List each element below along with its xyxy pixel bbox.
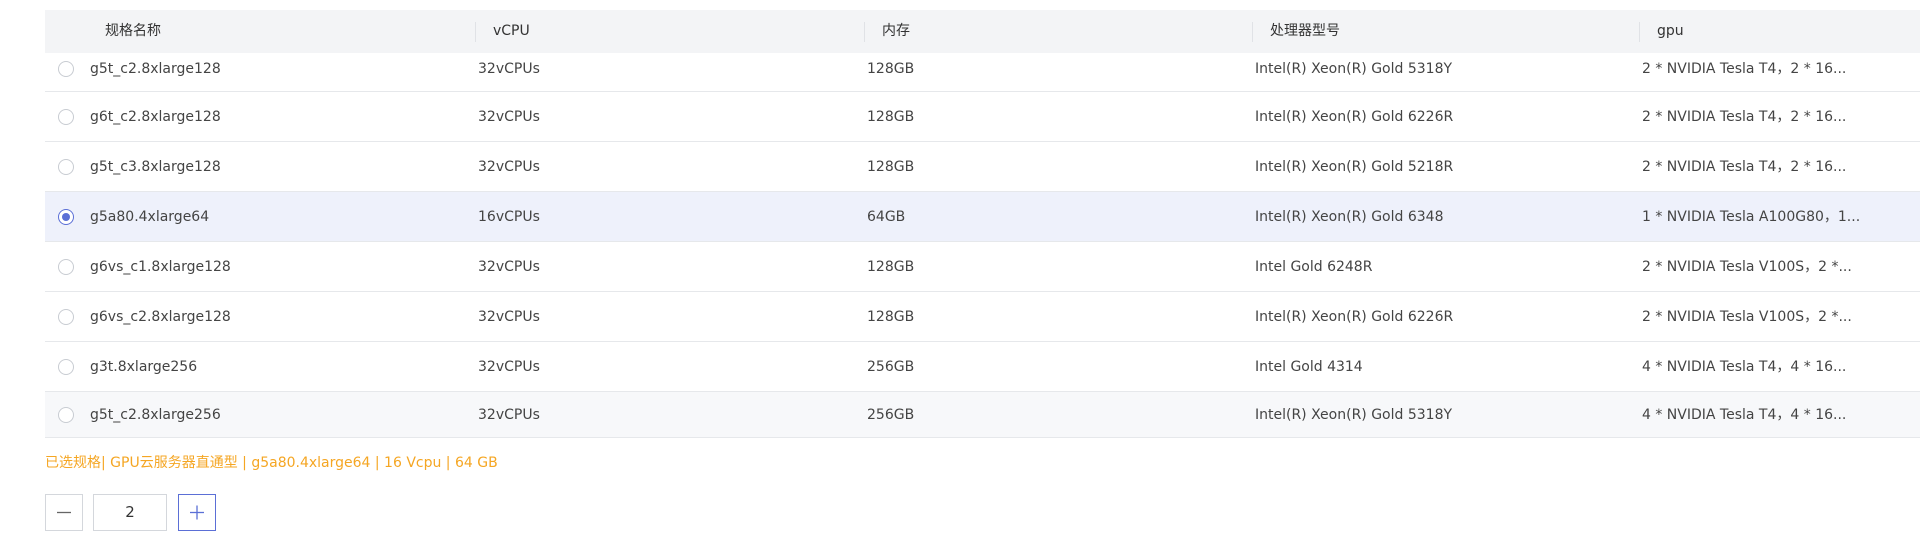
column-header: 内存 (882, 23, 910, 39)
plus-icon (190, 505, 204, 520)
table-cell: 32vCPUs (478, 61, 540, 77)
table-cell: Intel Gold 4314 (1255, 359, 1363, 375)
table-row[interactable]: g5a80.4xlarge64 16vCPUs 64GB Intel(R) Xeon(… (45, 192, 1920, 242)
radio-button[interactable] (58, 359, 74, 375)
quantity-input[interactable]: 2 (93, 494, 167, 531)
table-cell: 32vCPUs (478, 359, 540, 375)
table-cell: g5t_c3.8xlarge128 (90, 159, 221, 175)
radio-button[interactable] (58, 209, 74, 225)
table-cell: g6t_c2.8xlarge128 (90, 109, 221, 125)
table-cell: 2 * NVIDIA Tesla V100S，2 *... (1642, 309, 1852, 325)
table-cell: 128GB (867, 309, 915, 325)
table-row[interactable]: g5t_c2.8xlarge256 32vCPUs 256GB Intel(R) Xe… (45, 392, 1920, 438)
table-cell: Intel(R) Xeon(R) Gold 6226R (1255, 309, 1454, 325)
table-cell: Intel(R) Xeon(R) Gold 5318Y (1255, 61, 1453, 77)
table-cell: g5t_c2.8xlarge128 (90, 61, 221, 77)
table-row[interactable]: g6t_c2.8xlarge128 32vCPUs 128GB Intel(R) Xe… (45, 92, 1920, 142)
table-cell: 4 * NVIDIA Tesla T4，4 * 16... (1642, 407, 1847, 423)
column-header: 处理器型号 (1270, 23, 1340, 39)
table-cell: g3t.8xlarge256 (90, 359, 198, 375)
table-cell: g5a80.4xlarge64 (90, 209, 210, 225)
table-cell: g5t_c2.8xlarge256 (90, 407, 221, 423)
table-cell: 32vCPUs (478, 259, 540, 275)
radio-button[interactable] (58, 407, 74, 423)
table-cell: 2 * NVIDIA Tesla V100S，2 *... (1642, 259, 1852, 275)
table-cell: 128GB (867, 259, 915, 275)
column-header: 规格名称 (105, 23, 161, 39)
table-cell: 128GB (867, 159, 915, 175)
table-cell: g6vs_c2.8xlarge128 (90, 309, 231, 325)
table-cell: 1 * NVIDIA Tesla A100G80，1... (1642, 209, 1861, 225)
radio-button[interactable] (58, 109, 74, 125)
column-separator (475, 22, 476, 42)
column-separator (1639, 22, 1640, 42)
radio-button[interactable] (58, 159, 74, 175)
decrement-button[interactable] (45, 494, 83, 531)
table-cell: Intel Gold 6248R (1255, 259, 1373, 275)
column-header: vCPU (493, 23, 530, 39)
table-cell: Intel(R) Xeon(R) Gold 6226R (1255, 109, 1454, 125)
table-cell: 32vCPUs (478, 159, 540, 175)
minus-icon (57, 511, 71, 514)
increment-button[interactable] (178, 494, 216, 531)
table-cell: 32vCPUs (478, 109, 540, 125)
table-row[interactable]: g6vs_c2.8xlarge128 32vCPUs 128GB Intel(R) X… (45, 292, 1920, 342)
table-cell: 128GB (867, 109, 915, 125)
column-header: gpu (1657, 23, 1684, 39)
selection-summary: 已选规格| GPU云服务器直通型 | g5a80.4xlarge64 | 16 … (45, 455, 498, 471)
table-cell: Intel(R) Xeon(R) Gold 6348 (1255, 209, 1444, 225)
table-header: 规格名称 vCPU 内存 处理器型号 gpu (45, 10, 1920, 53)
table-cell: 32vCPUs (478, 407, 540, 423)
table-row[interactable]: g5t_c2.8xlarge128 32vCPUs 128GB Intel(R) Xe… (45, 53, 1920, 92)
table-cell: 2 * NVIDIA Tesla T4，2 * 16... (1642, 159, 1847, 175)
radio-button[interactable] (58, 259, 74, 275)
table-cell: Intel(R) Xeon(R) Gold 5218R (1255, 159, 1454, 175)
table-cell: Intel(R) Xeon(R) Gold 5318Y (1255, 407, 1453, 423)
table-cell: 2 * NVIDIA Tesla T4，2 * 16... (1642, 109, 1847, 125)
radio-button[interactable] (58, 309, 74, 325)
table-cell: 32vCPUs (478, 309, 540, 325)
table-cell: 128GB (867, 61, 915, 77)
table-cell: g6vs_c1.8xlarge128 (90, 259, 231, 275)
table-cell: 16vCPUs (478, 209, 540, 225)
column-separator (1252, 22, 1253, 42)
radio-button[interactable] (58, 61, 74, 77)
table-cell: 2 * NVIDIA Tesla T4，2 * 16... (1642, 61, 1847, 77)
table-row[interactable]: g5t_c3.8xlarge128 32vCPUs 128GB Intel(R) Xe… (45, 142, 1920, 192)
table-cell: 256GB (867, 407, 915, 423)
table-row[interactable]: g3t.8xlarge256 32vCPUs 256GB Intel Gold 431… (45, 342, 1920, 392)
table-cell: 4 * NVIDIA Tesla T4，4 * 16... (1642, 359, 1847, 375)
table-cell: 64GB (867, 209, 906, 225)
table-cell: 256GB (867, 359, 915, 375)
table-row[interactable]: g6vs_c1.8xlarge128 32vCPUs 128GB Intel Gold… (45, 242, 1920, 292)
column-separator (864, 22, 865, 42)
